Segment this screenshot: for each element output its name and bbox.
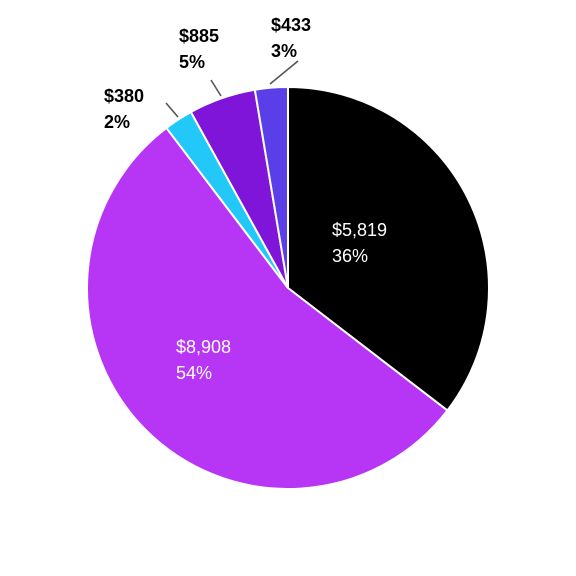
leader-lines <box>165 60 299 118</box>
pie-slices <box>86 86 490 490</box>
slice-value-label-5: $433 <box>271 15 311 35</box>
slice-value-label-2: $8,908 <box>176 337 231 357</box>
pie-slice-1 <box>287 86 490 412</box>
slice-value-label-1: $5,819 <box>332 220 387 240</box>
pie-slice-2 <box>86 126 449 490</box>
leader-line-4 <box>210 79 222 97</box>
slice-percent-label-3: 2% <box>104 112 130 132</box>
leader-line-5 <box>269 60 299 85</box>
slice-percent-label-5: 3% <box>271 41 297 61</box>
slice-value-label-4: $885 <box>179 26 219 46</box>
slice-percent-label-1: 36% <box>332 246 368 266</box>
slice-labels: $5,819 36% $8,908 54% $380 2% $885 5% $433 3% <box>104 15 387 383</box>
pie-slice-5 <box>253 86 289 289</box>
slice-percent-label-4: 5% <box>179 52 205 72</box>
slice-value-label-3: $380 <box>104 86 144 106</box>
slice-percent-label-2: 54% <box>176 363 212 383</box>
leader-line-3 <box>165 102 179 118</box>
